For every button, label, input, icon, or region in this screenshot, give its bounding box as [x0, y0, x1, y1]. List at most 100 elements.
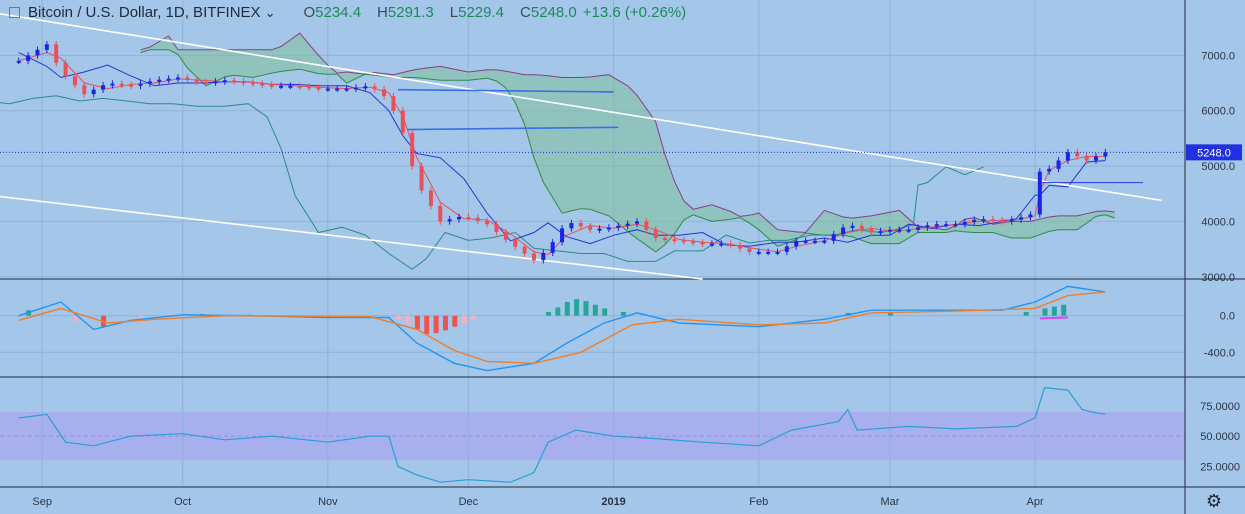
- candle-body: [784, 246, 789, 252]
- candle-body: [213, 81, 218, 84]
- chevron-down-icon[interactable]: ⌄: [264, 4, 276, 20]
- candle-body: [82, 85, 87, 95]
- gear-icon[interactable]: ⚙: [1205, 491, 1223, 511]
- candle-body: [709, 243, 714, 246]
- time-tick-label: Dec: [459, 496, 479, 508]
- candle-body: [1047, 168, 1052, 172]
- symbol-label: Bitcoin / U.S. Dollar, 1D, BITFINEX: [28, 3, 261, 21]
- candle-body: [232, 80, 237, 83]
- candle-body: [279, 85, 284, 88]
- candle-body: [794, 240, 799, 247]
- candle-body: [531, 253, 536, 261]
- time-tick-label: 2019: [601, 496, 625, 508]
- collapse-square-icon[interactable]: [9, 6, 20, 18]
- macd-histogram-bar: [138, 315, 144, 319]
- low-label: L: [449, 3, 459, 21]
- time-tick-label: Sep: [32, 496, 52, 508]
- candle-body: [438, 205, 443, 222]
- candle-body: [691, 241, 696, 244]
- candle-body: [363, 86, 368, 89]
- candle-body: [269, 84, 274, 87]
- candle-body: [953, 224, 958, 227]
- candle-body: [906, 229, 911, 232]
- candle-body: [428, 190, 433, 206]
- candle-body: [569, 223, 574, 229]
- high-label: H: [377, 3, 388, 21]
- rsi-tick-label: 75.0000: [1200, 401, 1240, 413]
- rsi-line: [18, 387, 1106, 483]
- candle-body: [775, 251, 780, 254]
- candle-body: [588, 226, 593, 230]
- candle-body: [110, 83, 115, 86]
- candle-body: [681, 240, 686, 243]
- candle-body: [1065, 152, 1070, 161]
- trend-line-upper[interactable]: [0, 13, 1162, 202]
- candle-body: [934, 224, 939, 227]
- candle-body: [457, 217, 462, 220]
- candle-body: [72, 76, 77, 86]
- candle-body: [831, 234, 836, 241]
- candle-body: [1075, 152, 1080, 157]
- candle-body: [194, 79, 199, 82]
- candle-body: [307, 86, 312, 89]
- candle-body: [859, 225, 864, 230]
- cloud-span-b: [140, 32, 1115, 234]
- candle-body: [485, 220, 490, 225]
- macd-marker: [1039, 316, 1068, 320]
- macd-histogram-bar: [414, 315, 420, 330]
- candle-body: [1028, 214, 1033, 218]
- candle-body: [756, 251, 761, 254]
- horizontal-ray[interactable]: [407, 126, 619, 131]
- low-value: 5229.4: [458, 3, 505, 21]
- candle-body: [54, 44, 59, 63]
- candle-body: [663, 238, 668, 241]
- candle-body: [972, 219, 977, 222]
- candle-body: [503, 231, 508, 240]
- time-tick-label: Oct: [174, 496, 191, 508]
- candle-body: [822, 240, 827, 243]
- candle-body: [16, 60, 21, 63]
- macd-histogram-bar: [546, 312, 552, 316]
- candle-body: [513, 239, 518, 247]
- price-tick-label: 4000.0: [1201, 216, 1235, 228]
- macd-histogram-bar: [555, 307, 561, 316]
- candle-body: [372, 86, 377, 90]
- candle-body: [382, 89, 387, 97]
- signal-line: [18, 291, 1106, 365]
- time-tick-label: Mar: [880, 496, 899, 508]
- rsi-tick-label: 25.0000: [1200, 461, 1240, 473]
- candle-body: [26, 55, 31, 61]
- horizontal-ray[interactable]: [398, 88, 614, 93]
- candle-body: [990, 219, 995, 222]
- candle-body: [728, 243, 733, 246]
- candle-body: [644, 221, 649, 230]
- change-value: +13.6 (+0.26%): [582, 3, 687, 21]
- candle-body: [616, 225, 621, 228]
- symbol-title[interactable]: Bitcoin / U.S. Dollar, 1D, BITFINEX ⌄: [28, 4, 275, 21]
- candle-body: [560, 228, 565, 243]
- macd-histogram-bar: [1023, 312, 1029, 316]
- candle-body: [447, 219, 452, 222]
- candle-body: [410, 132, 415, 167]
- candle-body: [541, 252, 546, 261]
- candle-body: [344, 88, 349, 91]
- macd-histogram-bar: [583, 301, 589, 316]
- candle-body: [119, 83, 124, 86]
- macd-histogram-bar: [1061, 304, 1067, 316]
- candle-body: [175, 77, 180, 80]
- candle-body: [419, 166, 424, 191]
- candle-body: [962, 221, 967, 225]
- macd-histogram-bar: [620, 312, 626, 316]
- candle-body: [204, 81, 209, 84]
- candle-body: [1009, 219, 1014, 222]
- candle-body: [550, 242, 555, 253]
- macd-histogram-bar: [1042, 308, 1048, 316]
- candle-body: [391, 96, 396, 111]
- macd-histogram-bar: [405, 315, 411, 324]
- open-value: 5234.4: [315, 3, 362, 21]
- candle-body: [766, 251, 771, 254]
- trend-line-lower[interactable]: [0, 195, 703, 280]
- candle-body: [1000, 220, 1005, 223]
- candle-body: [700, 242, 705, 245]
